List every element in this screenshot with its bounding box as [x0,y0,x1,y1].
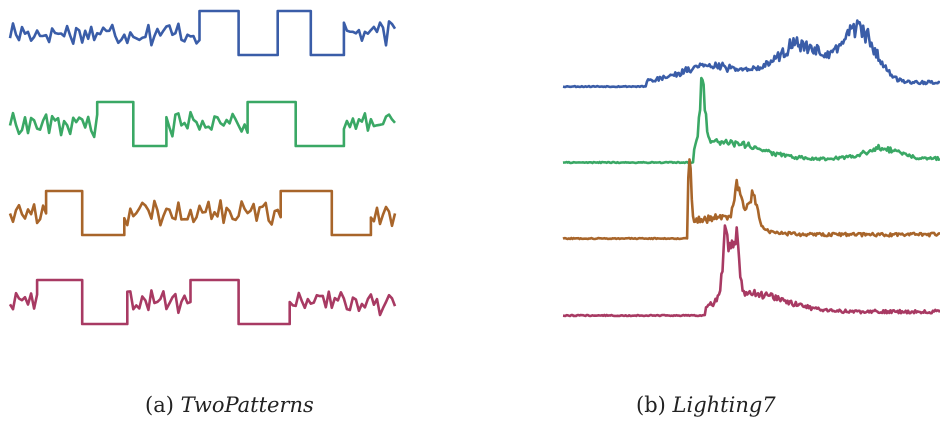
caption-twopatterns: (a) TwoPatterns [145,393,314,417]
series-line [562,224,940,318]
caption-name-a: TwoPatterns [180,393,314,417]
series-line [8,189,397,237]
series-line [8,100,396,148]
caption-lighting7: (b) Lighting7 [636,393,776,417]
caption-name-b: Lighting7 [672,393,776,417]
caption-label-b: (b) [636,393,666,417]
series-line [8,9,397,57]
series-line [562,76,940,165]
panel-lighting7 [562,19,940,318]
caption-label-a: (a) [145,393,174,417]
panel-twopatterns [8,9,397,326]
series-line [562,158,940,241]
series-line [8,278,397,326]
series-line [562,19,940,89]
